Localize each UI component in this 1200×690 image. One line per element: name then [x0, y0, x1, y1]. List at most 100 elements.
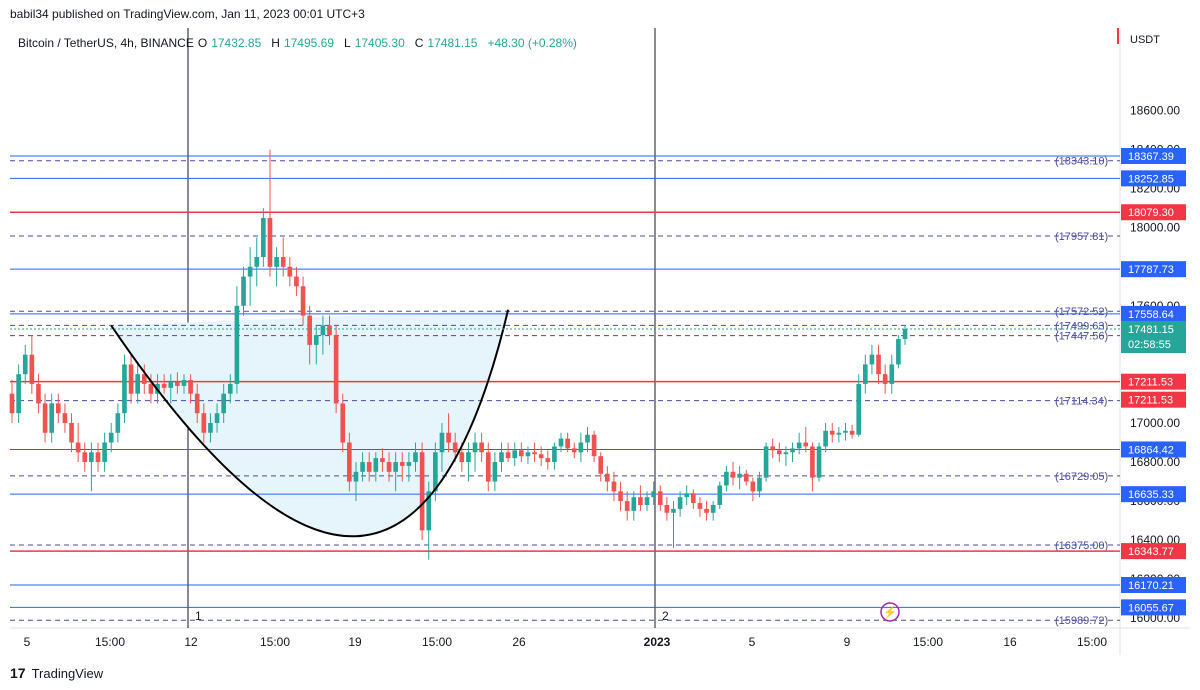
low-value: 17405.30: [354, 36, 405, 50]
candle-body: [558, 438, 564, 447]
candle-body: [353, 471, 359, 482]
candle-body: [280, 257, 286, 267]
level-price-tag: [1121, 204, 1186, 221]
candle-body: [194, 393, 200, 414]
candle-body: [743, 473, 749, 482]
x-tick-label: 5: [749, 635, 756, 649]
currency-label[interactable]: USDT: [1130, 34, 1160, 46]
candle-body: [22, 354, 28, 375]
candle-body: [605, 473, 610, 482]
candle-body: [585, 434, 590, 443]
change-value: +48.30 (+0.28%): [487, 36, 577, 50]
current-price-countdown: 02:58:55: [1128, 339, 1171, 351]
candle-body: [340, 403, 346, 443]
candle-body: [843, 430, 848, 433]
candle-body: [783, 452, 789, 455]
lightning-glyph: ⚡: [883, 606, 897, 619]
candle-body: [433, 452, 438, 492]
candle-body: [36, 383, 41, 404]
candle-body: [790, 448, 795, 453]
x-tick-label: 26: [512, 635, 526, 649]
candle-body: [148, 383, 154, 394]
level-price-tag-label: 16864.42: [1128, 444, 1174, 456]
candle-body: [294, 276, 299, 287]
candle-body: [313, 335, 319, 345]
level-price-tag-label: 17787.73: [1128, 264, 1174, 276]
x-tick-label: 15:00: [1077, 635, 1107, 649]
candle-body: [717, 485, 723, 505]
candle-body: [624, 501, 630, 511]
candle-body: [221, 393, 226, 414]
level-price-tag: [1121, 441, 1186, 458]
candle-body: [247, 266, 253, 277]
candle-body: [89, 452, 94, 463]
level-dashed-label: (18343.10): [1055, 156, 1108, 168]
candle-body: [664, 504, 670, 513]
y-tick-label: 18000.00: [1130, 221, 1180, 235]
lightning-icon[interactable]: [880, 602, 900, 622]
high-label: H: [271, 36, 280, 50]
candle-body: [413, 452, 418, 463]
candle-body: [102, 442, 107, 463]
candle-body: [386, 462, 392, 472]
level-price-tag-label: 16170.21: [1128, 580, 1174, 592]
candle-body: [439, 432, 445, 453]
candle-body: [373, 458, 379, 472]
candle-body: [108, 432, 114, 443]
candle-body: [161, 383, 167, 388]
level-price-tag: [1121, 391, 1186, 408]
candle-body: [307, 315, 312, 345]
level-price-tag: [1121, 599, 1186, 616]
candle-body: [803, 442, 809, 447]
candle-body: [810, 446, 815, 478]
symbol-name: Bitcoin / TetherUS, 4h, BINANCE: [18, 36, 194, 50]
candle-body: [856, 383, 862, 435]
candle-body: [565, 438, 570, 449]
candle-body: [737, 473, 742, 478]
candle-body: [115, 413, 121, 433]
candle-body: [710, 504, 716, 513]
candle-body: [62, 413, 68, 423]
level-price-tag: [1121, 543, 1186, 560]
high-value: 17495.69: [283, 36, 334, 50]
level-price-tag-label: 18079.30: [1128, 207, 1174, 219]
y-tick-label: 16800.00: [1130, 455, 1180, 469]
candle-body: [406, 462, 412, 466]
candle-body: [227, 383, 233, 394]
candle-body: [499, 452, 504, 463]
candle-body: [882, 374, 888, 384]
candle-body: [274, 257, 279, 267]
candle-body: [730, 471, 736, 478]
candle-body: [95, 452, 101, 463]
candle-body: [181, 380, 187, 386]
candle-body: [816, 446, 822, 478]
candle-body: [380, 458, 385, 463]
candle-body: [42, 403, 48, 433]
candle-body: [16, 374, 21, 414]
candle-body: [208, 422, 213, 433]
candle-body: [75, 442, 81, 453]
level-price-tag-label: 16343.77: [1128, 546, 1174, 558]
candle-body: [492, 462, 498, 482]
level-price-tag: [1121, 147, 1186, 164]
candle-body: [519, 450, 524, 457]
candle-body: [836, 432, 842, 435]
current-price-value: 17481.15: [1128, 324, 1174, 336]
candle-body: [188, 380, 193, 394]
current-price-tag: [1121, 321, 1186, 354]
level-dashed-label: (17957.81): [1055, 231, 1108, 243]
candle-body: [135, 374, 140, 394]
candle-body: [399, 462, 405, 466]
candle-body: [29, 354, 35, 384]
level-price-tag-label: 18367.39: [1128, 151, 1174, 163]
candle-body: [763, 446, 769, 478]
session-label: 2: [662, 609, 669, 623]
candle-body: [757, 477, 762, 492]
candle-body: [300, 286, 306, 316]
candle-body: [261, 217, 266, 258]
candle-body: [201, 413, 207, 433]
level-dashed-label: (16375.00): [1055, 540, 1108, 552]
level-price-tag-label: 17211.53: [1128, 395, 1173, 407]
x-tick-label: 15:00: [422, 635, 452, 649]
